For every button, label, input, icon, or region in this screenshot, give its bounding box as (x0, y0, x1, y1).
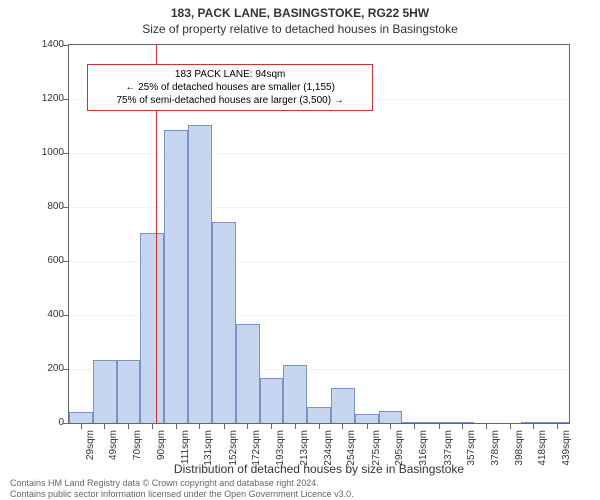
y-tick-mark (63, 369, 68, 370)
x-tick-mark (367, 424, 368, 429)
x-tick-mark (557, 424, 558, 429)
annotation-box: 183 PACK LANE: 94sqm← 25% of detached ho… (87, 64, 373, 111)
histogram-bar (260, 378, 284, 423)
y-tick-label: 800 (24, 201, 64, 212)
x-tick-mark (439, 424, 440, 429)
annotation-line: 75% of semi-detached houses are larger (… (94, 94, 366, 107)
y-tick-label: 1000 (24, 147, 64, 158)
x-tick-mark (247, 424, 248, 429)
x-tick-mark (224, 424, 225, 429)
title-subtitle: Size of property relative to detached ho… (0, 22, 600, 36)
x-tick-mark (462, 424, 463, 429)
histogram-bar (188, 125, 212, 423)
histogram-bar (521, 422, 545, 423)
histogram-bar (93, 360, 117, 423)
x-tick-mark (199, 424, 200, 429)
y-tick-label: 400 (24, 309, 64, 320)
histogram-bar (331, 388, 355, 423)
y-tick-mark (63, 207, 68, 208)
histogram-bar (307, 407, 331, 423)
histogram-bar (236, 324, 260, 423)
histogram-bar (164, 130, 188, 423)
histogram-bar (212, 222, 236, 423)
histogram-bar (140, 233, 164, 423)
y-tick-label: 600 (24, 255, 64, 266)
x-tick-mark (342, 424, 343, 429)
histogram-bar (117, 360, 141, 423)
x-tick-mark (390, 424, 391, 429)
gridline (69, 153, 569, 154)
histogram-bar (402, 422, 426, 423)
x-tick-mark (510, 424, 511, 429)
y-tick-mark (63, 423, 68, 424)
x-tick-mark (128, 424, 129, 429)
x-tick-mark (271, 424, 272, 429)
x-axis-label: Distribution of detached houses by size … (68, 462, 570, 476)
x-tick-mark (295, 424, 296, 429)
x-tick-mark (486, 424, 487, 429)
x-tick-mark (319, 424, 320, 429)
x-tick-mark (414, 424, 415, 429)
histogram-bar (355, 414, 379, 423)
y-tick-mark (63, 315, 68, 316)
histogram-bar (283, 365, 307, 423)
y-tick-mark (63, 153, 68, 154)
y-tick-label: 1200 (24, 93, 64, 104)
chart-plot-area: 183 PACK LANE: 94sqm← 25% of detached ho… (68, 44, 570, 424)
histogram-bar (379, 411, 403, 423)
y-tick-label: 0 (24, 417, 64, 428)
y-tick-mark (63, 99, 68, 100)
x-tick-mark (81, 424, 82, 429)
x-tick-mark (152, 424, 153, 429)
y-tick-label: 1400 (24, 39, 64, 50)
histogram-bar (69, 412, 93, 423)
footer-copyright-1: Contains HM Land Registry data © Crown c… (10, 478, 319, 488)
x-tick-mark (533, 424, 534, 429)
x-tick-mark (104, 424, 105, 429)
annotation-line: 183 PACK LANE: 94sqm (94, 68, 366, 81)
x-tick-mark (176, 424, 177, 429)
y-tick-label: 200 (24, 363, 64, 374)
y-tick-mark (63, 261, 68, 262)
footer-copyright-2: Contains public sector information licen… (10, 489, 354, 499)
gridline (69, 207, 569, 208)
histogram-bar (450, 422, 474, 423)
histogram-bar (545, 422, 569, 423)
histogram-bar (426, 422, 450, 423)
y-tick-mark (63, 45, 68, 46)
annotation-line: ← 25% of detached houses are smaller (1,… (94, 81, 366, 94)
title-address: 183, PACK LANE, BASINGSTOKE, RG22 5HW (0, 6, 600, 20)
